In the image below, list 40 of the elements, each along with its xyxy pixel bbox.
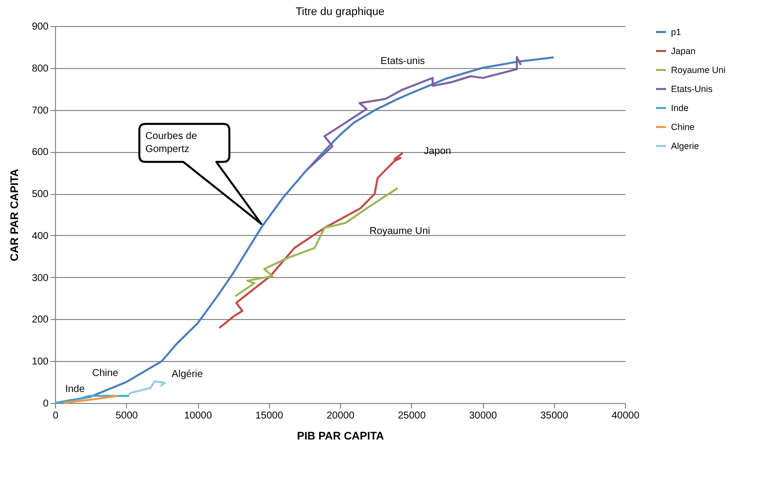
line-series [54,56,555,404]
legend-label: p1 [671,27,682,37]
x-tick-label: 15000 [255,410,284,422]
x-tick-label: 40000 [612,410,640,422]
line-series [128,380,166,396]
legend-label: Etats-Unis [671,84,714,94]
legend-label: Royaume Uni [671,65,726,75]
y-tick-label: 0 [42,398,49,410]
x-tick-label: 10000 [184,410,212,422]
line-series [306,56,522,170]
legend-label: Chine [671,122,695,132]
annotation: Chine [92,368,119,379]
annotation: Algérie [172,368,204,380]
annotation: Courbes de Gompertz [145,130,198,156]
y-tick-label: 400 [32,230,49,242]
x-tick-label: 25000 [398,410,426,422]
annotation: Royaume Uni [370,226,430,238]
y-tick-label: 100 [32,356,49,368]
annotation: Inde [65,384,86,396]
x-tick-label: 0 [52,410,59,422]
legend-label: Japan [671,46,696,56]
y-tick-label: 300 [32,272,49,284]
x-tick-label: 5000 [116,410,138,422]
annotation: Etats-unis [380,56,425,68]
y-tick-label: 600 [32,147,49,158]
y-axis-title: CAR PAR CAPITA [8,168,21,262]
x-tick-label: 35000 [540,410,569,422]
x-tick-label: 20000 [326,410,355,422]
line-series [62,394,119,404]
y-tick-label: 700 [32,105,49,116]
y-tick-label: 800 [32,63,49,74]
legend-label: Inde [671,103,689,113]
x-axis-title: PIB PAR CAPITA [297,430,384,442]
legend-label: Algerie [671,141,700,151]
chart-title: Titre du graphique [296,6,384,18]
y-tick-label: 500 [32,189,49,200]
x-tick-label: 30000 [469,410,498,422]
y-tick-label: 900 [32,22,49,32]
y-tick-label: 200 [32,314,49,326]
annotation: Japon [424,146,452,158]
